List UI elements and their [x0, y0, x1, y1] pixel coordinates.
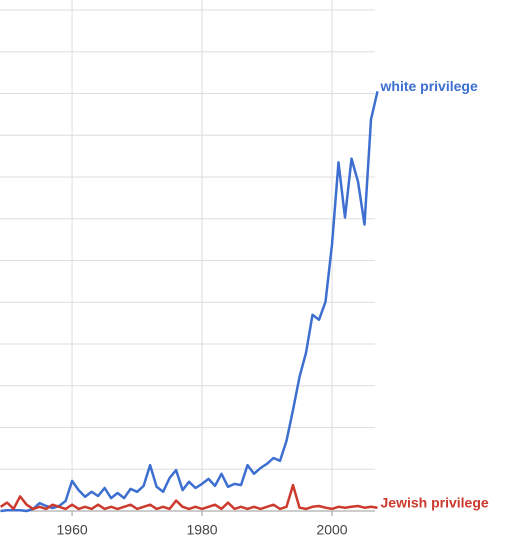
x-tick-label: 2000 [316, 522, 347, 538]
series-label: white privilege [380, 78, 478, 94]
series-line [0, 91, 379, 513]
x-tick-label: 1960 [57, 522, 88, 538]
series-label: Jewish privilege [381, 494, 489, 510]
series-line [0, 483, 378, 511]
x-tick-label: 1980 [186, 522, 217, 538]
